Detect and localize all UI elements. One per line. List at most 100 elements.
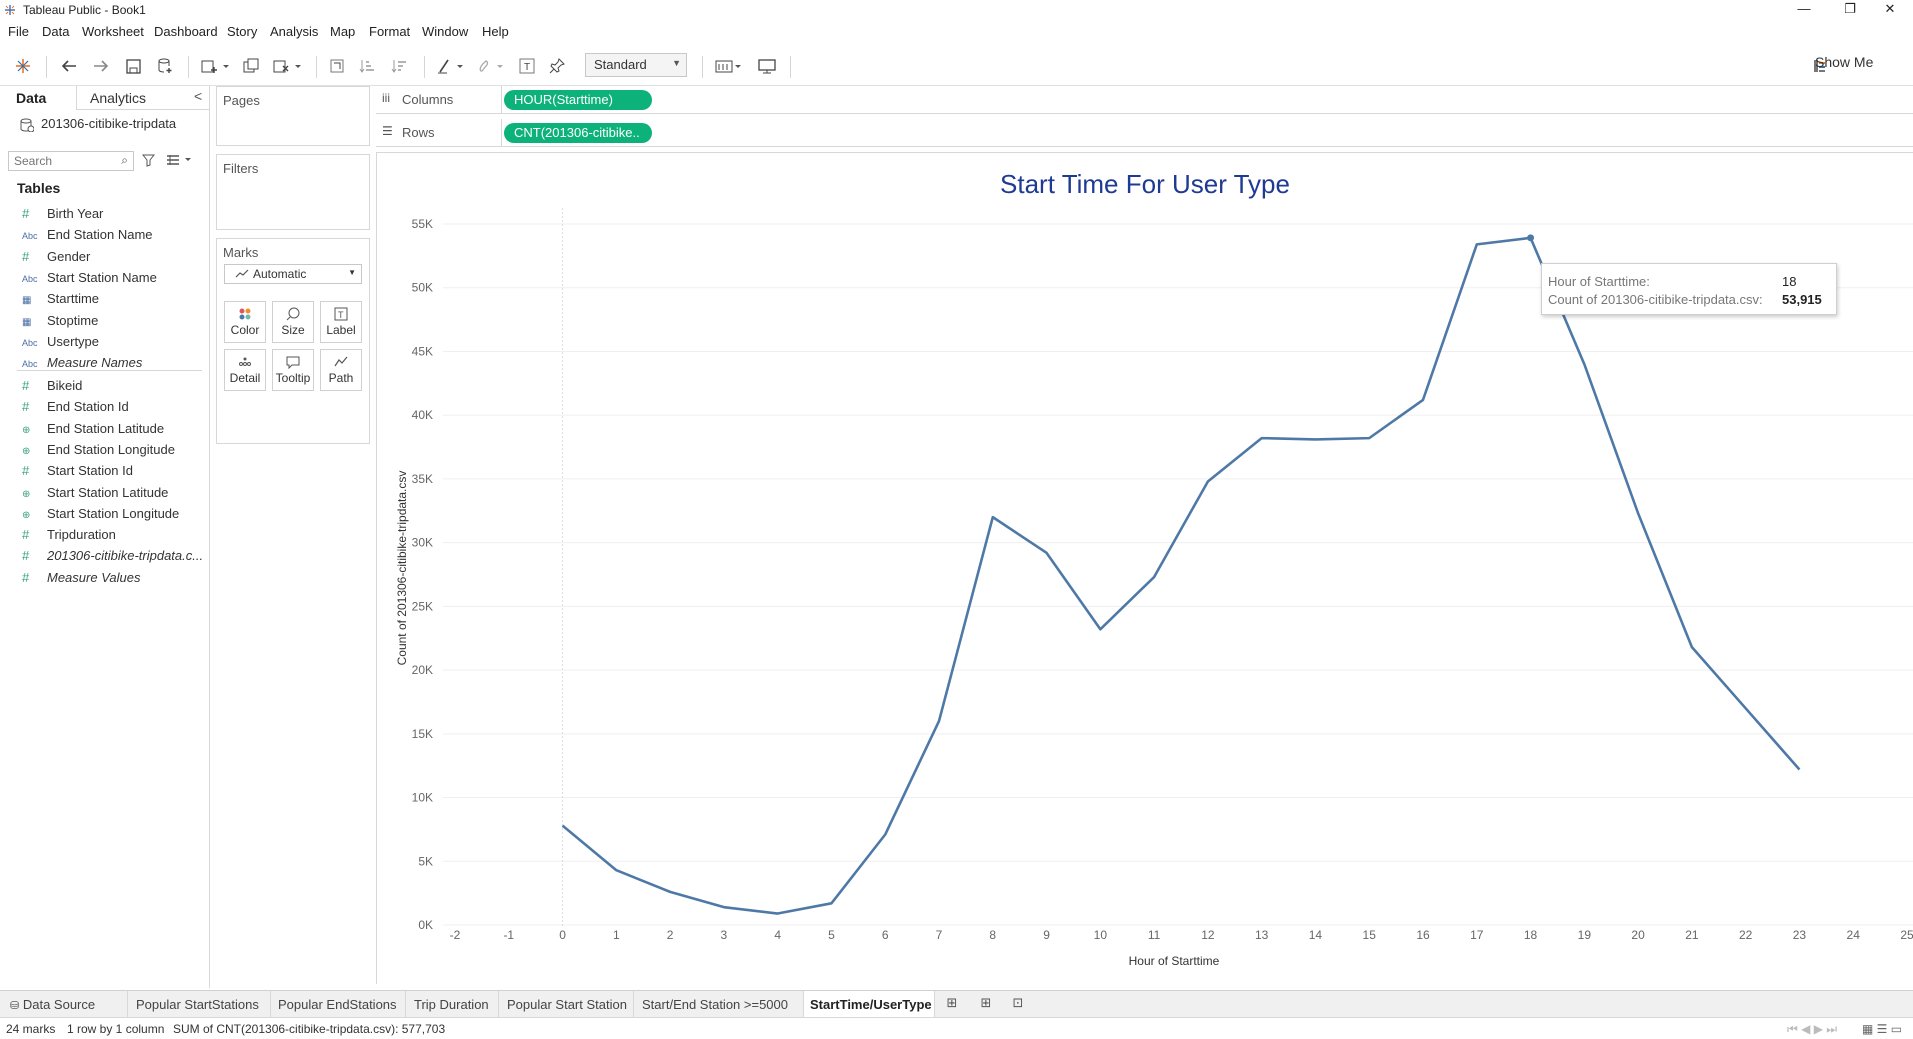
path-button[interactable]: Path — [320, 349, 362, 391]
svg-text:T: T — [338, 310, 344, 320]
field-bikeid[interactable]: # Bikeid — [22, 378, 82, 396]
menu-format[interactable]: Format — [369, 24, 411, 39]
maximize-button[interactable]: ❐ — [1844, 1, 1856, 16]
minimize-button[interactable]: — — [1797, 1, 1811, 16]
field-start-station-name[interactable]: Abc Start Station Name — [22, 270, 157, 288]
series-line[interactable] — [561, 234, 1801, 915]
swap-rows-columns-icon[interactable] — [326, 52, 348, 80]
sheet-nav-arrows[interactable]: ⏮ ◀ ▶ ⏭ — [1787, 1022, 1838, 1036]
field-starttime[interactable]: ▦ Starttime — [22, 291, 99, 309]
pin-axes-icon[interactable] — [546, 52, 568, 80]
save-icon[interactable] — [122, 52, 144, 80]
line-chart[interactable]: Start Time For User Type 0K5K10K15K20K25… — [377, 153, 1913, 985]
tab-data[interactable]: Data — [0, 86, 77, 110]
field-end-station-latitude[interactable]: ⊕ End Station Latitude — [22, 421, 164, 439]
tableau-home-icon[interactable] — [12, 52, 34, 80]
field-measure-values[interactable]: # Measure Values — [22, 569, 140, 588]
columns-label: Columns — [402, 92, 454, 107]
group-members-icon[interactable] — [474, 52, 508, 80]
filters-card[interactable]: Filters — [216, 154, 370, 230]
menu-dashboard[interactable]: Dashboard — [154, 24, 218, 39]
search-field[interactable]: ⌕ — [8, 151, 134, 171]
highlight-icon[interactable] — [434, 52, 468, 80]
datasource-name[interactable]: 201306-citibike-tripdata — [41, 116, 177, 131]
clear-sheet-icon[interactable] — [270, 52, 304, 80]
menu-window[interactable]: Window — [422, 24, 469, 39]
data-point[interactable] — [1527, 234, 1535, 242]
new-story-tab-icon[interactable]: ⊡ — [1012, 995, 1024, 1010]
new-dashboard-tab-icon[interactable]: ⊞ — [980, 995, 992, 1010]
field-start-station-latitude[interactable]: ⊕ Start Station Latitude — [22, 485, 168, 503]
field-label: Measure Values — [47, 569, 141, 585]
menu-data[interactable]: Data — [42, 24, 70, 39]
field-end-station-id[interactable]: # End Station Id — [22, 399, 129, 417]
marks-card: Marks Automatic ▼ Color Size T Label Det… — [216, 238, 370, 444]
pages-card[interactable]: Pages — [216, 86, 370, 146]
tooltip-button[interactable]: Tooltip — [272, 349, 314, 391]
x-tick-label: 15 — [1363, 928, 1377, 942]
search-input[interactable] — [9, 152, 109, 170]
chart-view[interactable]: Start Time For User Type 0K 5K 10K 15K 20K 25… — [376, 152, 1913, 984]
view-options-icon[interactable] — [164, 148, 196, 172]
sheet-view-icons[interactable]: ▦ ☰ ▭ — [1862, 1022, 1903, 1036]
sort-ascending-icon[interactable] — [356, 52, 378, 80]
fit-select[interactable]: Standard ▼ — [585, 53, 687, 77]
color-button[interactable]: Color — [224, 301, 266, 343]
x-axis-label: Hour of Starttime — [1129, 954, 1220, 968]
field-end-station-longitude[interactable]: ⊕ End Station Longitude — [22, 442, 175, 460]
tab-popular-startstations[interactable]: Popular StartStations — [128, 991, 271, 1018]
label-button[interactable]: T Label — [320, 301, 362, 343]
tab-trip-duration[interactable]: Trip Duration — [406, 991, 499, 1018]
new-worksheet-tab-icon[interactable]: ⊞ — [946, 995, 958, 1010]
menu-analysis[interactable]: Analysis — [270, 24, 319, 39]
mark-type-select[interactable]: Automatic ▼ — [224, 264, 362, 284]
detail-button[interactable]: Detail — [224, 349, 266, 391]
field-measure-names[interactable]: Abc Measure Names — [22, 355, 142, 373]
y-axis-label: Count of 201306-citibike-tripdata.csv — [395, 471, 409, 666]
tab-start-end-station[interactable]: Start/End Station >=5000 — [634, 991, 804, 1018]
size-button[interactable]: Size — [272, 301, 314, 343]
show-mark-labels-icon[interactable]: T — [516, 52, 538, 80]
filter-icon[interactable] — [140, 148, 156, 172]
close-button[interactable]: ✕ — [1884, 1, 1896, 16]
tab-data-source[interactable]: ⛁ Data Source — [0, 991, 128, 1018]
field-end-station-name[interactable]: Abc End Station Name — [22, 227, 153, 245]
duplicate-sheet-icon[interactable] — [240, 52, 262, 80]
menu-worksheet[interactable]: Worksheet — [82, 24, 144, 39]
series-polyline[interactable] — [561, 236, 1801, 915]
field-birth-year[interactable]: # Birth Year — [22, 206, 103, 224]
number-type-icon: # — [22, 569, 30, 585]
columns-shelf[interactable]: iii Columns HOUR(Starttime) — [376, 86, 1913, 114]
x-axis: -2 -1 0 1 2 3 4 5 6 7 8 9 10 11 12 13 14 15 16 17 18 19 20 21 22… — [450, 928, 1913, 942]
x-tick-label: 18 — [1524, 928, 1538, 942]
columns-pill[interactable]: HOUR(Starttime) — [504, 90, 652, 110]
redo-icon[interactable] — [90, 52, 112, 80]
tab-analytics[interactable]: Analytics — [90, 90, 147, 106]
tab-popular-start-station[interactable]: Popular Start Station — [499, 991, 634, 1018]
collapse-pane-icon[interactable]: < — [194, 88, 203, 104]
tab-popular-endstations[interactable]: Popular EndStations — [271, 991, 406, 1018]
rows-shelf[interactable]: ☰ Rows CNT(201306-citibike.. — [376, 119, 1913, 147]
rows-pill[interactable]: CNT(201306-citibike.. — [504, 123, 652, 143]
menu-map[interactable]: Map — [330, 24, 356, 39]
field-usertype[interactable]: Abc Usertype — [22, 334, 99, 352]
menu-help[interactable]: Help — [482, 24, 509, 39]
field-label: Start Station Id — [47, 463, 133, 479]
menu-file[interactable]: File — [8, 24, 29, 39]
show-me-button[interactable]: Show Me — [1815, 54, 1874, 70]
field-start-station-id[interactable]: # Start Station Id — [22, 463, 133, 481]
field-tripduration[interactable]: # Tripduration — [22, 527, 116, 545]
tab-starttime-usertype[interactable]: StartTime/UserType — [804, 991, 935, 1018]
field-stoptime[interactable]: ▦ Stoptime — [22, 313, 98, 331]
undo-icon[interactable] — [58, 52, 80, 80]
field-gender[interactable]: # Gender — [22, 249, 90, 267]
show-cards-icon[interactable] — [712, 52, 746, 80]
presentation-mode-icon[interactable] — [756, 52, 778, 80]
new-datasource-icon[interactable] — [154, 52, 176, 80]
field-start-station-longitude[interactable]: ⊕ Start Station Longitude — [22, 506, 179, 524]
sort-descending-icon[interactable] — [388, 52, 410, 80]
show-me-icon[interactable] — [1812, 52, 1828, 80]
new-worksheet-icon[interactable] — [198, 52, 232, 80]
field-201306-citibike-tripdata-c[interactable]: #201306-citibike-tripdata.c... — [22, 548, 203, 566]
menu-story[interactable]: Story — [227, 24, 258, 39]
